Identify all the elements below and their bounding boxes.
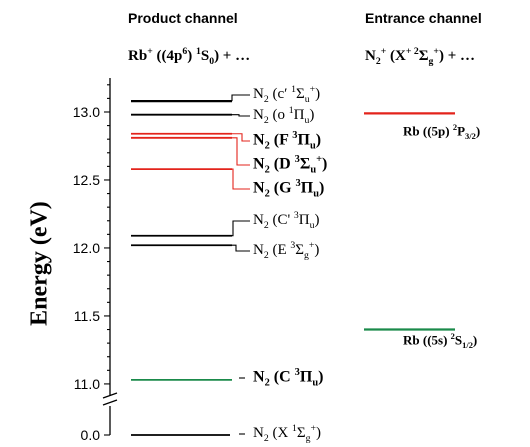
y-tick-label: 11.0 [74, 376, 100, 392]
product-channel-header: Product channel [128, 10, 238, 26]
level-label-D: N2 (D 3Σu+) [253, 154, 328, 176]
entrance-channel-species: N2+ (X+ 2Σg+) + … [365, 46, 476, 67]
level-connector-D [232, 137, 250, 166]
entrance-label-5p: Rb ((5p) 2P3/2) [403, 122, 481, 141]
y-tick-label: 11.5 [74, 308, 100, 324]
level-connector-F [232, 133, 250, 142]
product-channel-species: Rb+ ((4p6) 1S0) + … [128, 46, 251, 67]
y-tick-label: 0.0 [81, 427, 101, 443]
level-connector-G [232, 168, 250, 190]
axis-break-mark-1 [102, 392, 118, 399]
level-connector-C-prime [232, 220, 250, 237]
axis-break-mark-2 [102, 399, 118, 406]
level-label-C: N2 (C 3Πu) [253, 367, 324, 389]
y-tick-label: 12.5 [73, 172, 100, 188]
level-label-o: N2 (o 1Πu) [253, 105, 315, 126]
level-connector-c-prime [231, 94, 250, 102]
level-label-E: N2 (E 3Σg+) [253, 240, 320, 261]
level-connector-o [232, 114, 250, 117]
level-label-F: N2 (F 3Πu) [253, 130, 322, 152]
entrance-label-5s: Rb ((5s) 2S1/2) [403, 331, 478, 350]
y-tick-label: 13.0 [73, 104, 100, 120]
entrance-channel-header: Entrance channel [365, 10, 482, 26]
level-label-C-prime: N2 (C' 3Πu) [253, 210, 320, 231]
level-label-c-prime: N2 (c′ 1Σu+) [253, 84, 321, 105]
y-tick-label: 12.0 [73, 240, 100, 256]
level-label-G: N2 (G 3Πu) [253, 178, 325, 200]
level-label-X: N2 (X 1Σg+) [253, 423, 322, 444]
level-connector-E [232, 244, 250, 252]
